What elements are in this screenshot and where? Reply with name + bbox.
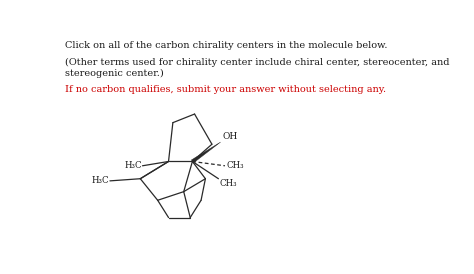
Text: CH₃: CH₃ bbox=[227, 161, 244, 170]
Text: If no carbon qualifies, submit your answer without selecting any.: If no carbon qualifies, submit your answ… bbox=[65, 85, 387, 94]
Text: Click on all of the carbon chirality centers in the molecule below.: Click on all of the carbon chirality cen… bbox=[65, 41, 388, 50]
Text: H₃C: H₃C bbox=[124, 161, 142, 170]
Text: CH₃: CH₃ bbox=[219, 179, 237, 189]
Text: stereogenic center.): stereogenic center.) bbox=[65, 69, 164, 78]
Text: (Other terms used for chirality center include chiral center, stereocenter, and: (Other terms used for chirality center i… bbox=[65, 58, 450, 67]
Text: OH: OH bbox=[222, 132, 237, 141]
Polygon shape bbox=[191, 142, 220, 163]
Text: H₃C: H₃C bbox=[91, 176, 109, 185]
